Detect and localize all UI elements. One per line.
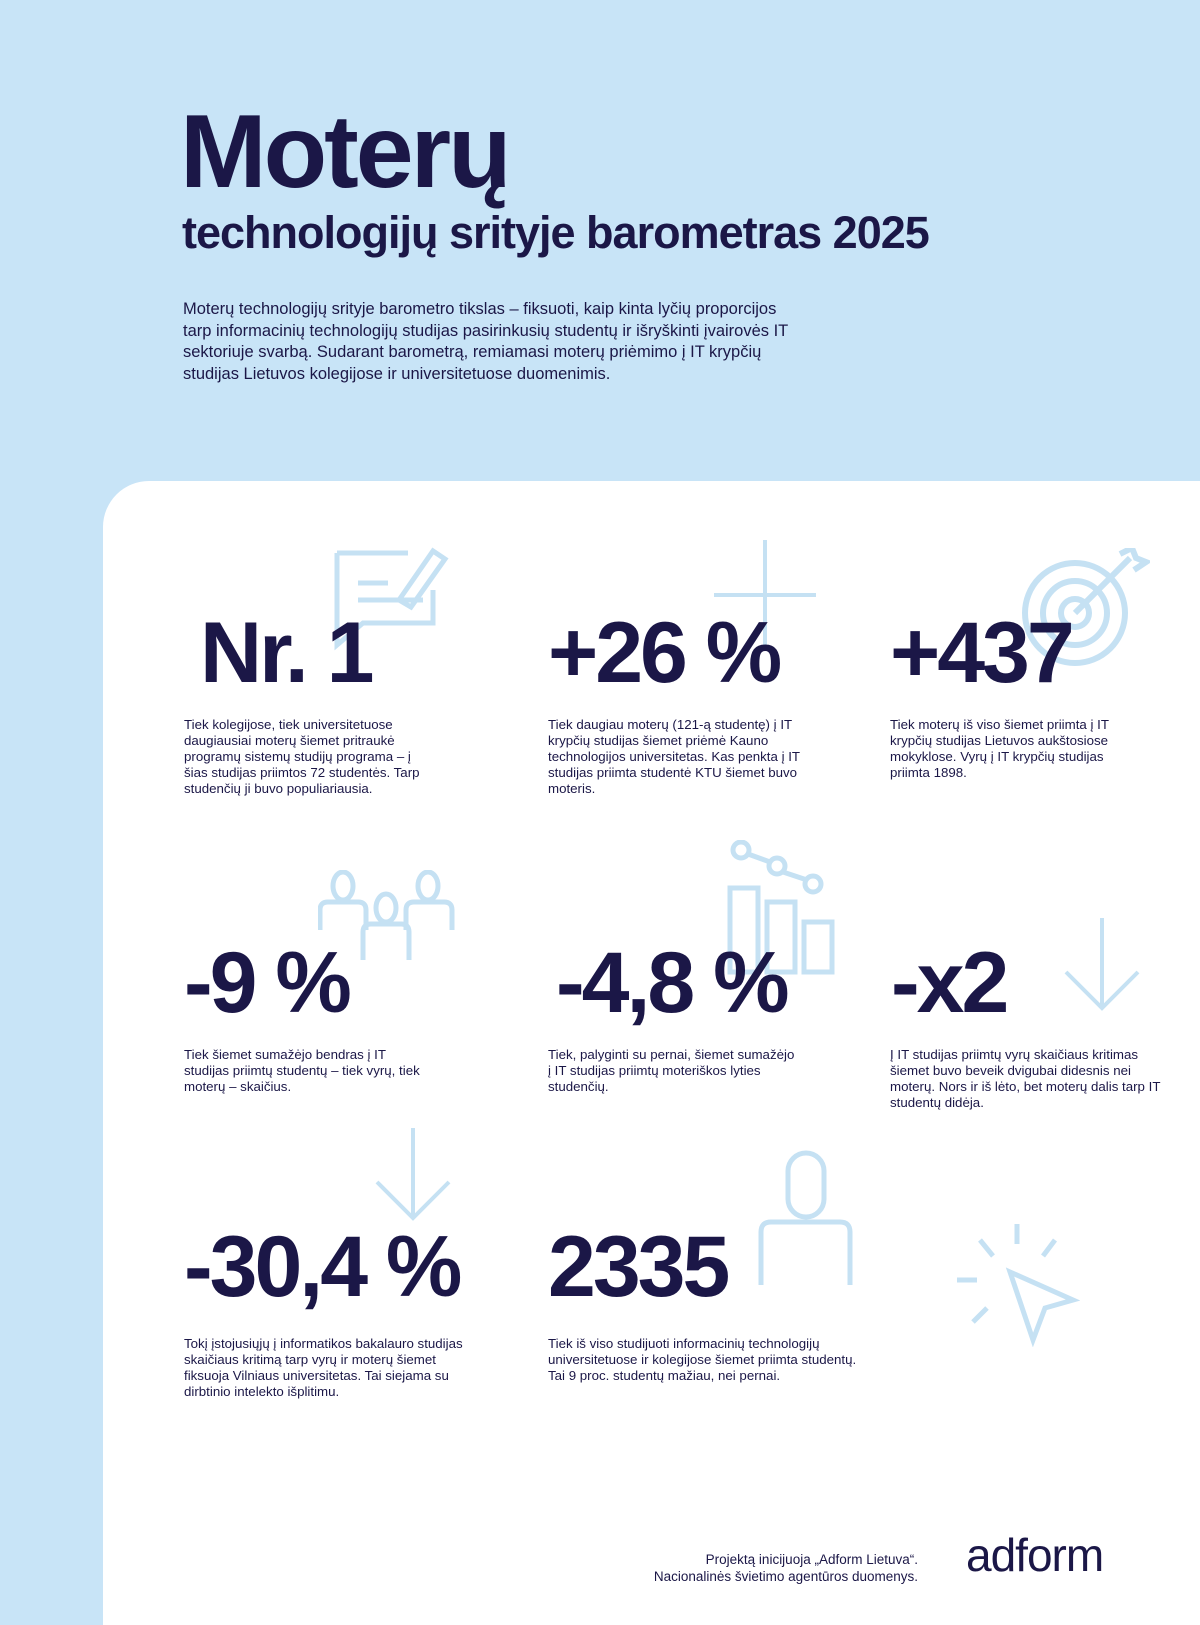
footer-credits: Projektą inicijuoja „Adform Lietuva“. Na… <box>654 1551 918 1585</box>
document-edit-icon <box>333 545 453 655</box>
stat-description: Tiek iš viso studijuoti informacinių tec… <box>548 1336 857 1383</box>
stat-value: 2335 <box>548 1219 730 1315</box>
stat-description: Tiek, palyginti su pernai, šiemet sumažė… <box>548 1047 795 1094</box>
cursor-click-icon <box>955 1222 1080 1347</box>
arrow-down-icon <box>1062 918 1142 1013</box>
stat-value: +26 % <box>548 605 782 701</box>
stat-description: Tokį įstojusiųjų į informatikos bakalaur… <box>184 1336 463 1399</box>
bar-chart-icon <box>727 840 837 975</box>
people-icon <box>318 870 458 960</box>
stat-description: Tiek daugiau moterų (121-ą studentę) į I… <box>548 717 800 796</box>
stat-description: Į IT studijas priimtų vyrų skaičiaus kri… <box>890 1047 1161 1110</box>
stat-value: Nr. 1 <box>200 605 374 701</box>
stat-description: Tiek kolegijose, tiek universitetuose da… <box>184 717 420 796</box>
footer-source: Nacionalinės švietimo agentūros duomenys… <box>653 1569 918 1584</box>
arrow-down-icon-2 <box>373 1128 453 1223</box>
plus-icon <box>710 540 820 650</box>
stat-description: Tiek šiemet sumažėjo bendras į IT studij… <box>184 1047 420 1094</box>
intro-paragraph: Moterų technologijų srityje barometro ti… <box>183 300 788 383</box>
stat-value: -x2 <box>891 935 1009 1031</box>
page-title: Moterų <box>180 94 512 210</box>
footer-initiator: Projektą inicijuoja „Adform Lietuva“. <box>705 1552 918 1567</box>
stats-card <box>103 481 1200 1625</box>
stat-description: Tiek moterų iš viso šiemet priimta į IT … <box>890 717 1109 780</box>
stat-value: -30,4 % <box>184 1219 462 1315</box>
adform-logo: adform <box>966 1529 1104 1581</box>
person-icon <box>758 1150 853 1285</box>
stat-value: -4,8 % <box>556 935 790 1031</box>
target-icon <box>1020 548 1150 668</box>
stat-value: +437 <box>890 605 1075 701</box>
stat-value: -9 % <box>184 935 352 1031</box>
page-subtitle: technologijų srityje barometras 2025 <box>182 207 930 258</box>
